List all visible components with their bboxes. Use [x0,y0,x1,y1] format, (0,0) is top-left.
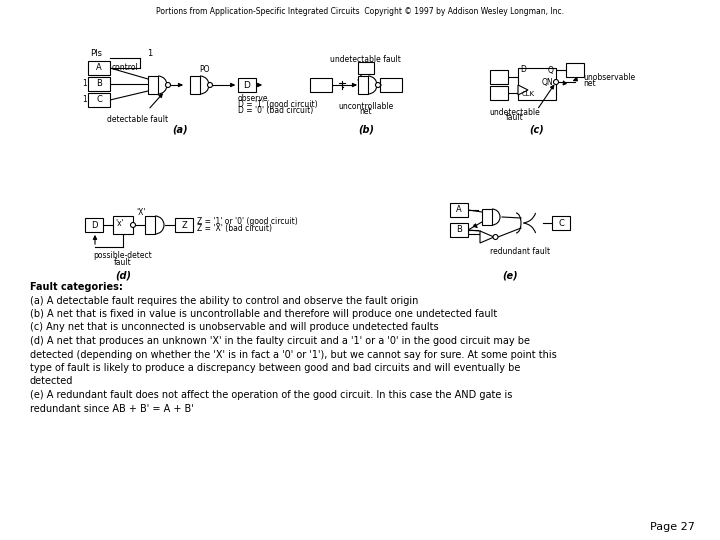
Bar [190,76,200,94]
Text: possible-detect: possible-detect [94,251,153,260]
Text: fault: fault [114,258,132,267]
Bar [145,216,155,234]
Text: 'x': 'x' [115,219,124,227]
Text: C: C [558,219,564,227]
Text: C: C [96,96,102,105]
Text: detected (depending on whether the 'X' is in fact a '0' or '1'), but we cannot s: detected (depending on whether the 'X' i… [30,349,557,360]
Circle shape [130,222,135,227]
Circle shape [376,83,380,87]
Bar [85,218,103,232]
Text: unobservable: unobservable [583,73,635,83]
Text: (c): (c) [530,124,544,134]
Bar [238,78,256,92]
Text: 1: 1 [82,96,87,105]
Text: (d): (d) [115,270,131,280]
Bar [518,68,556,100]
Text: undetectable fault: undetectable fault [330,55,400,64]
Text: detected: detected [30,376,73,387]
Circle shape [207,83,212,87]
Text: PO: PO [199,65,210,74]
Text: A: A [96,64,102,72]
Text: detectable fault: detectable fault [107,115,168,124]
Bar [490,70,508,84]
Polygon shape [518,85,528,95]
Text: redundant fault: redundant fault [490,247,550,256]
Bar [310,78,332,92]
Bar [482,209,492,225]
Text: QN: QN [541,78,553,86]
Circle shape [166,83,171,87]
Text: Fault categories:: Fault categories: [30,282,123,292]
Text: D = '1' (good circuit): D = '1' (good circuit) [238,100,318,109]
Text: Q: Q [547,65,553,75]
Bar [88,93,110,107]
Bar [88,77,110,91]
Text: D = '0' (bad circuit): D = '0' (bad circuit) [238,106,313,115]
Bar [566,63,584,77]
Polygon shape [480,231,494,243]
Text: Z = '1' or '0' (good circuit): Z = '1' or '0' (good circuit) [197,217,298,226]
Text: (a) A detectable fault requires the ability to control and observe the fault ori: (a) A detectable fault requires the abil… [30,295,418,306]
Text: 1: 1 [82,79,87,89]
Text: PIs: PIs [90,49,102,58]
Text: observe: observe [238,94,269,103]
Bar [380,78,402,92]
Text: D: D [91,220,97,230]
Text: uncontrollable: uncontrollable [338,102,394,111]
Circle shape [554,79,559,84]
Text: undetectable: undetectable [490,108,541,117]
Text: (e) A redundant fault does not affect the operation of the good circuit. In this: (e) A redundant fault does not affect th… [30,390,513,400]
Text: Portions from Application-Specific Integrated Circuits  Copyright © 1997 by Addi: Portions from Application-Specific Integ… [156,7,564,16]
Text: (e): (e) [502,270,518,280]
Text: D: D [520,65,526,75]
Text: net: net [583,79,595,89]
Text: B: B [456,226,462,234]
Text: type of fault is likely to produce a discrepancy between good and bad circuits a: type of fault is likely to produce a dis… [30,363,521,373]
Bar [490,86,508,100]
Text: Page 27: Page 27 [650,522,695,532]
Bar [88,61,110,75]
Bar [113,216,133,234]
Text: (a): (a) [172,124,188,134]
Text: 1: 1 [148,49,153,58]
Text: (d) A net that produces an unknown 'X' in the faulty circuit and a '1' or a '0' : (d) A net that produces an unknown 'X' i… [30,336,530,346]
Bar [148,76,158,94]
Text: (b): (b) [358,124,374,134]
Text: (b) A net that is fixed in value is uncontrollable and therefore will produce on: (b) A net that is fixed in value is unco… [30,309,498,319]
Circle shape [493,234,498,240]
Text: B: B [96,79,102,89]
Text: net: net [360,107,372,116]
Text: A: A [456,206,462,214]
Text: 'X': 'X' [136,208,145,217]
Bar [552,216,570,230]
Bar [450,203,468,217]
Text: CLK: CLK [522,91,535,97]
Bar [450,223,468,237]
Text: (c) Any net that is unconnected is unobservable and will produce undetected faul: (c) Any net that is unconnected is unobs… [30,322,438,333]
Bar [175,218,193,232]
Text: Z: Z [181,220,187,230]
Text: fault: fault [506,113,524,122]
Text: redundant since AB + B' = A + B': redundant since AB + B' = A + B' [30,403,194,414]
Text: Z = 'X' (bad circuit): Z = 'X' (bad circuit) [197,225,272,233]
Bar [358,62,374,74]
Text: D: D [243,80,251,90]
Bar [358,76,368,94]
Text: control: control [112,63,139,72]
